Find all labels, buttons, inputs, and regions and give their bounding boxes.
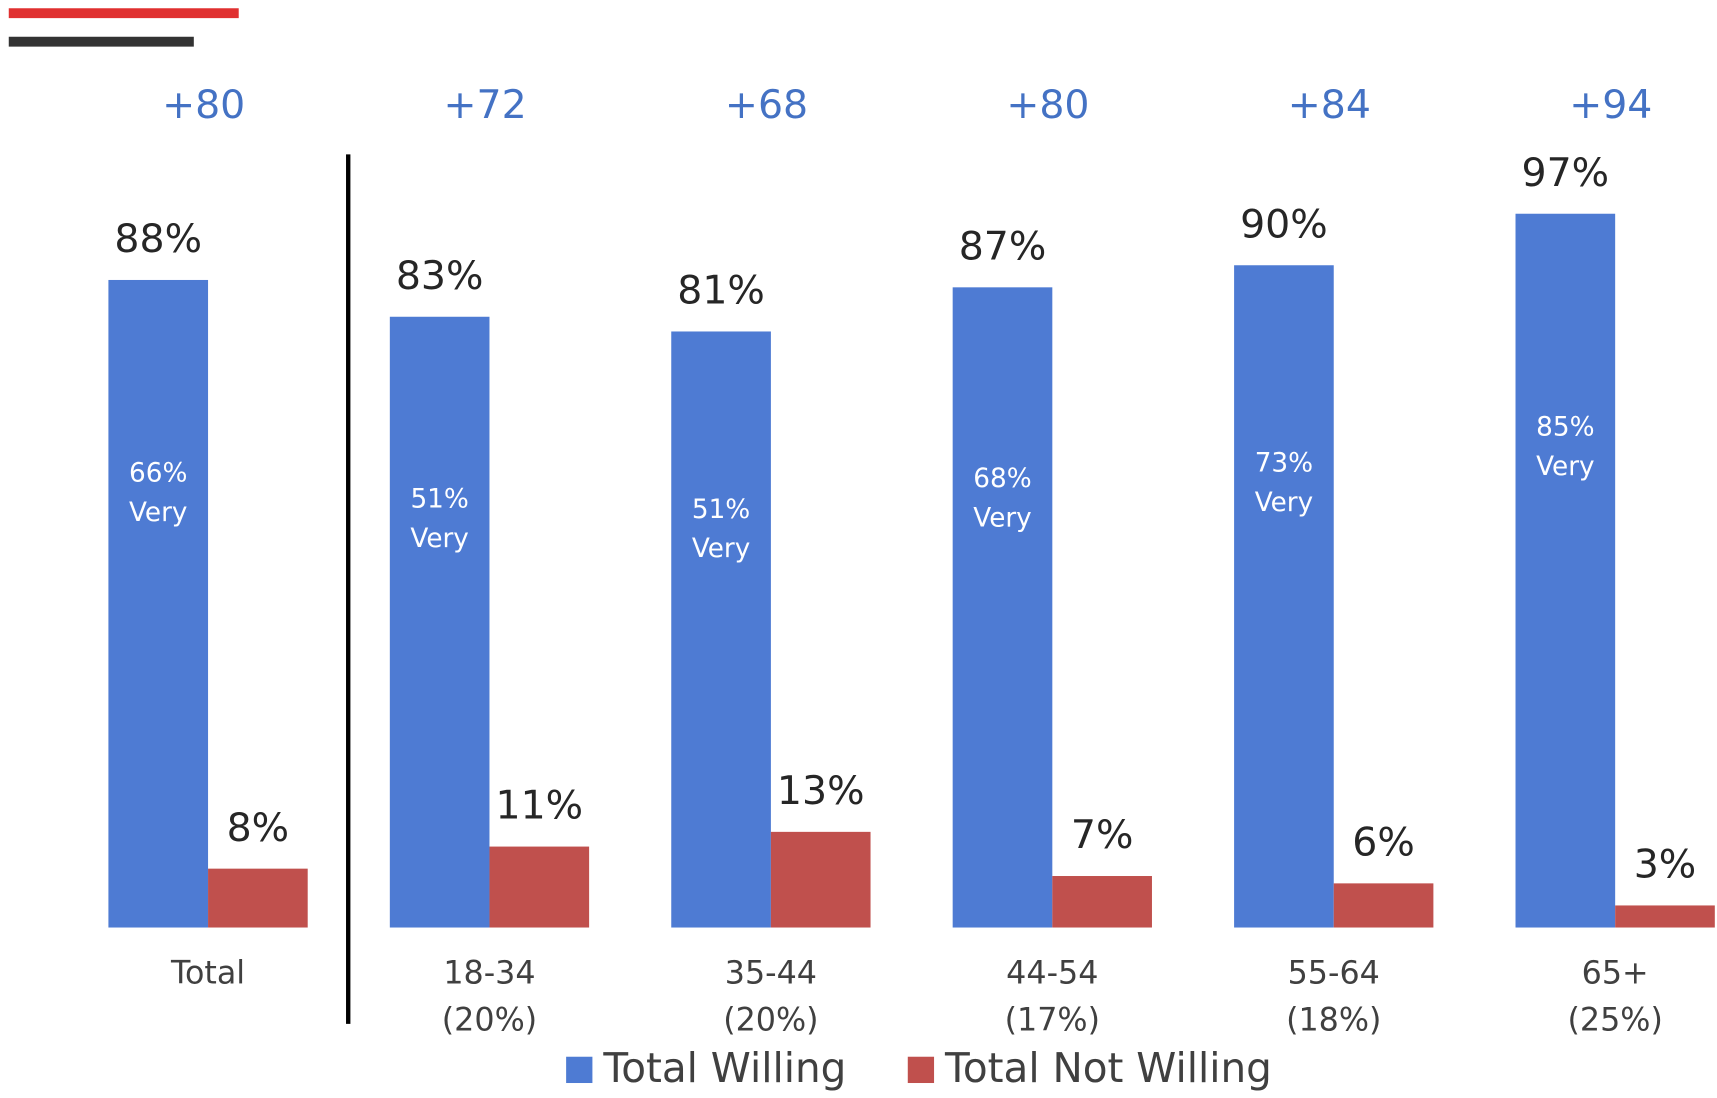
bar <box>108 279 209 928</box>
value-label: 8% <box>227 805 290 851</box>
very-label: Very <box>1255 488 1313 518</box>
very-label: Very <box>410 524 468 554</box>
bar <box>1515 213 1616 928</box>
value-label: 13% <box>777 768 865 814</box>
value-label: 81% <box>677 268 765 314</box>
legend-swatch <box>907 1056 935 1084</box>
x-tick-label: (18%) <box>1286 1003 1381 1039</box>
x-tick-label: 35-44 <box>725 956 817 992</box>
very-value: 51% <box>410 484 468 514</box>
very-value: 68% <box>973 464 1031 494</box>
legend-label: Total Not Willing <box>944 1044 1272 1092</box>
x-tick-label: Total <box>170 956 245 992</box>
very-value: 66% <box>129 459 187 489</box>
bar <box>1615 905 1715 928</box>
value-label: 90% <box>1240 201 1328 247</box>
value-label: 11% <box>496 783 584 829</box>
net-label: +72 <box>444 82 527 128</box>
value-label: 88% <box>114 216 202 262</box>
bar <box>952 287 1053 928</box>
net-label: +94 <box>1569 82 1652 128</box>
bar <box>770 831 871 928</box>
x-tick-label: 18-34 <box>443 956 535 992</box>
very-value: 85% <box>1536 412 1594 442</box>
x-tick-label: 55-64 <box>1288 956 1380 992</box>
x-tick-label: (25%) <box>1567 1003 1662 1039</box>
legend-swatch <box>566 1056 593 1084</box>
value-label: 87% <box>959 223 1047 269</box>
legend-label: Total Willing <box>602 1044 846 1092</box>
value-label: 6% <box>1352 820 1415 866</box>
x-tick-label: 44-54 <box>1006 956 1098 992</box>
x-tick-label: (20%) <box>442 1003 537 1039</box>
bar <box>671 331 771 928</box>
net-label: +68 <box>725 82 808 128</box>
very-label: Very <box>129 498 187 528</box>
bar <box>1234 265 1334 928</box>
very-value: 73% <box>1255 448 1313 478</box>
value-label: 3% <box>1634 842 1697 888</box>
bar <box>1333 883 1434 928</box>
very-label: Very <box>692 534 750 564</box>
x-tick-label: (20%) <box>723 1003 818 1039</box>
x-tick-label: (17%) <box>1005 1003 1100 1039</box>
value-label: 97% <box>1522 150 1610 196</box>
very-label: Very <box>1536 452 1594 482</box>
bar <box>489 846 590 928</box>
net-label: +84 <box>1288 82 1371 128</box>
bar <box>389 316 490 928</box>
net-label: +80 <box>162 82 245 128</box>
value-label: 7% <box>1071 812 1134 858</box>
x-tick-label: 65+ <box>1582 956 1649 992</box>
bar <box>1052 876 1152 928</box>
very-label: Very <box>973 503 1031 533</box>
net-label: +80 <box>1006 82 1089 128</box>
value-label: 83% <box>396 253 484 299</box>
very-value: 51% <box>692 495 750 525</box>
bar <box>208 868 308 928</box>
